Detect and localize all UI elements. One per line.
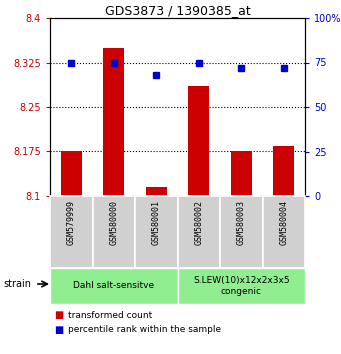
Text: ■: ■ (55, 310, 64, 320)
Text: percentile rank within the sample: percentile rank within the sample (68, 325, 221, 335)
Bar (273, 145, 294, 196)
Text: ■: ■ (55, 325, 64, 335)
Text: GSM580003: GSM580003 (237, 200, 246, 245)
Bar (92, 196, 135, 268)
Text: GSM580001: GSM580001 (152, 200, 161, 245)
Bar (263, 196, 305, 268)
Text: strain: strain (3, 279, 31, 289)
Bar (188, 86, 209, 196)
Bar (178, 196, 220, 268)
Text: GSM580004: GSM580004 (279, 200, 288, 245)
Bar (135, 196, 178, 268)
Title: GDS3873 / 1390385_at: GDS3873 / 1390385_at (105, 4, 250, 17)
Bar (178, 268, 305, 304)
Text: Dahl salt-sensitve: Dahl salt-sensitve (73, 281, 154, 291)
Bar (50, 196, 92, 268)
Text: GSM580000: GSM580000 (109, 200, 118, 245)
Bar (103, 48, 124, 196)
Text: GSM579999: GSM579999 (67, 200, 76, 245)
Bar (220, 196, 263, 268)
Text: GSM580002: GSM580002 (194, 200, 203, 245)
Bar (61, 152, 82, 196)
Bar (50, 268, 178, 304)
Text: S.LEW(10)x12x2x3x5
congenic: S.LEW(10)x12x2x3x5 congenic (193, 276, 290, 296)
Bar (146, 187, 167, 196)
Bar (231, 152, 252, 196)
Text: transformed count: transformed count (68, 310, 152, 320)
